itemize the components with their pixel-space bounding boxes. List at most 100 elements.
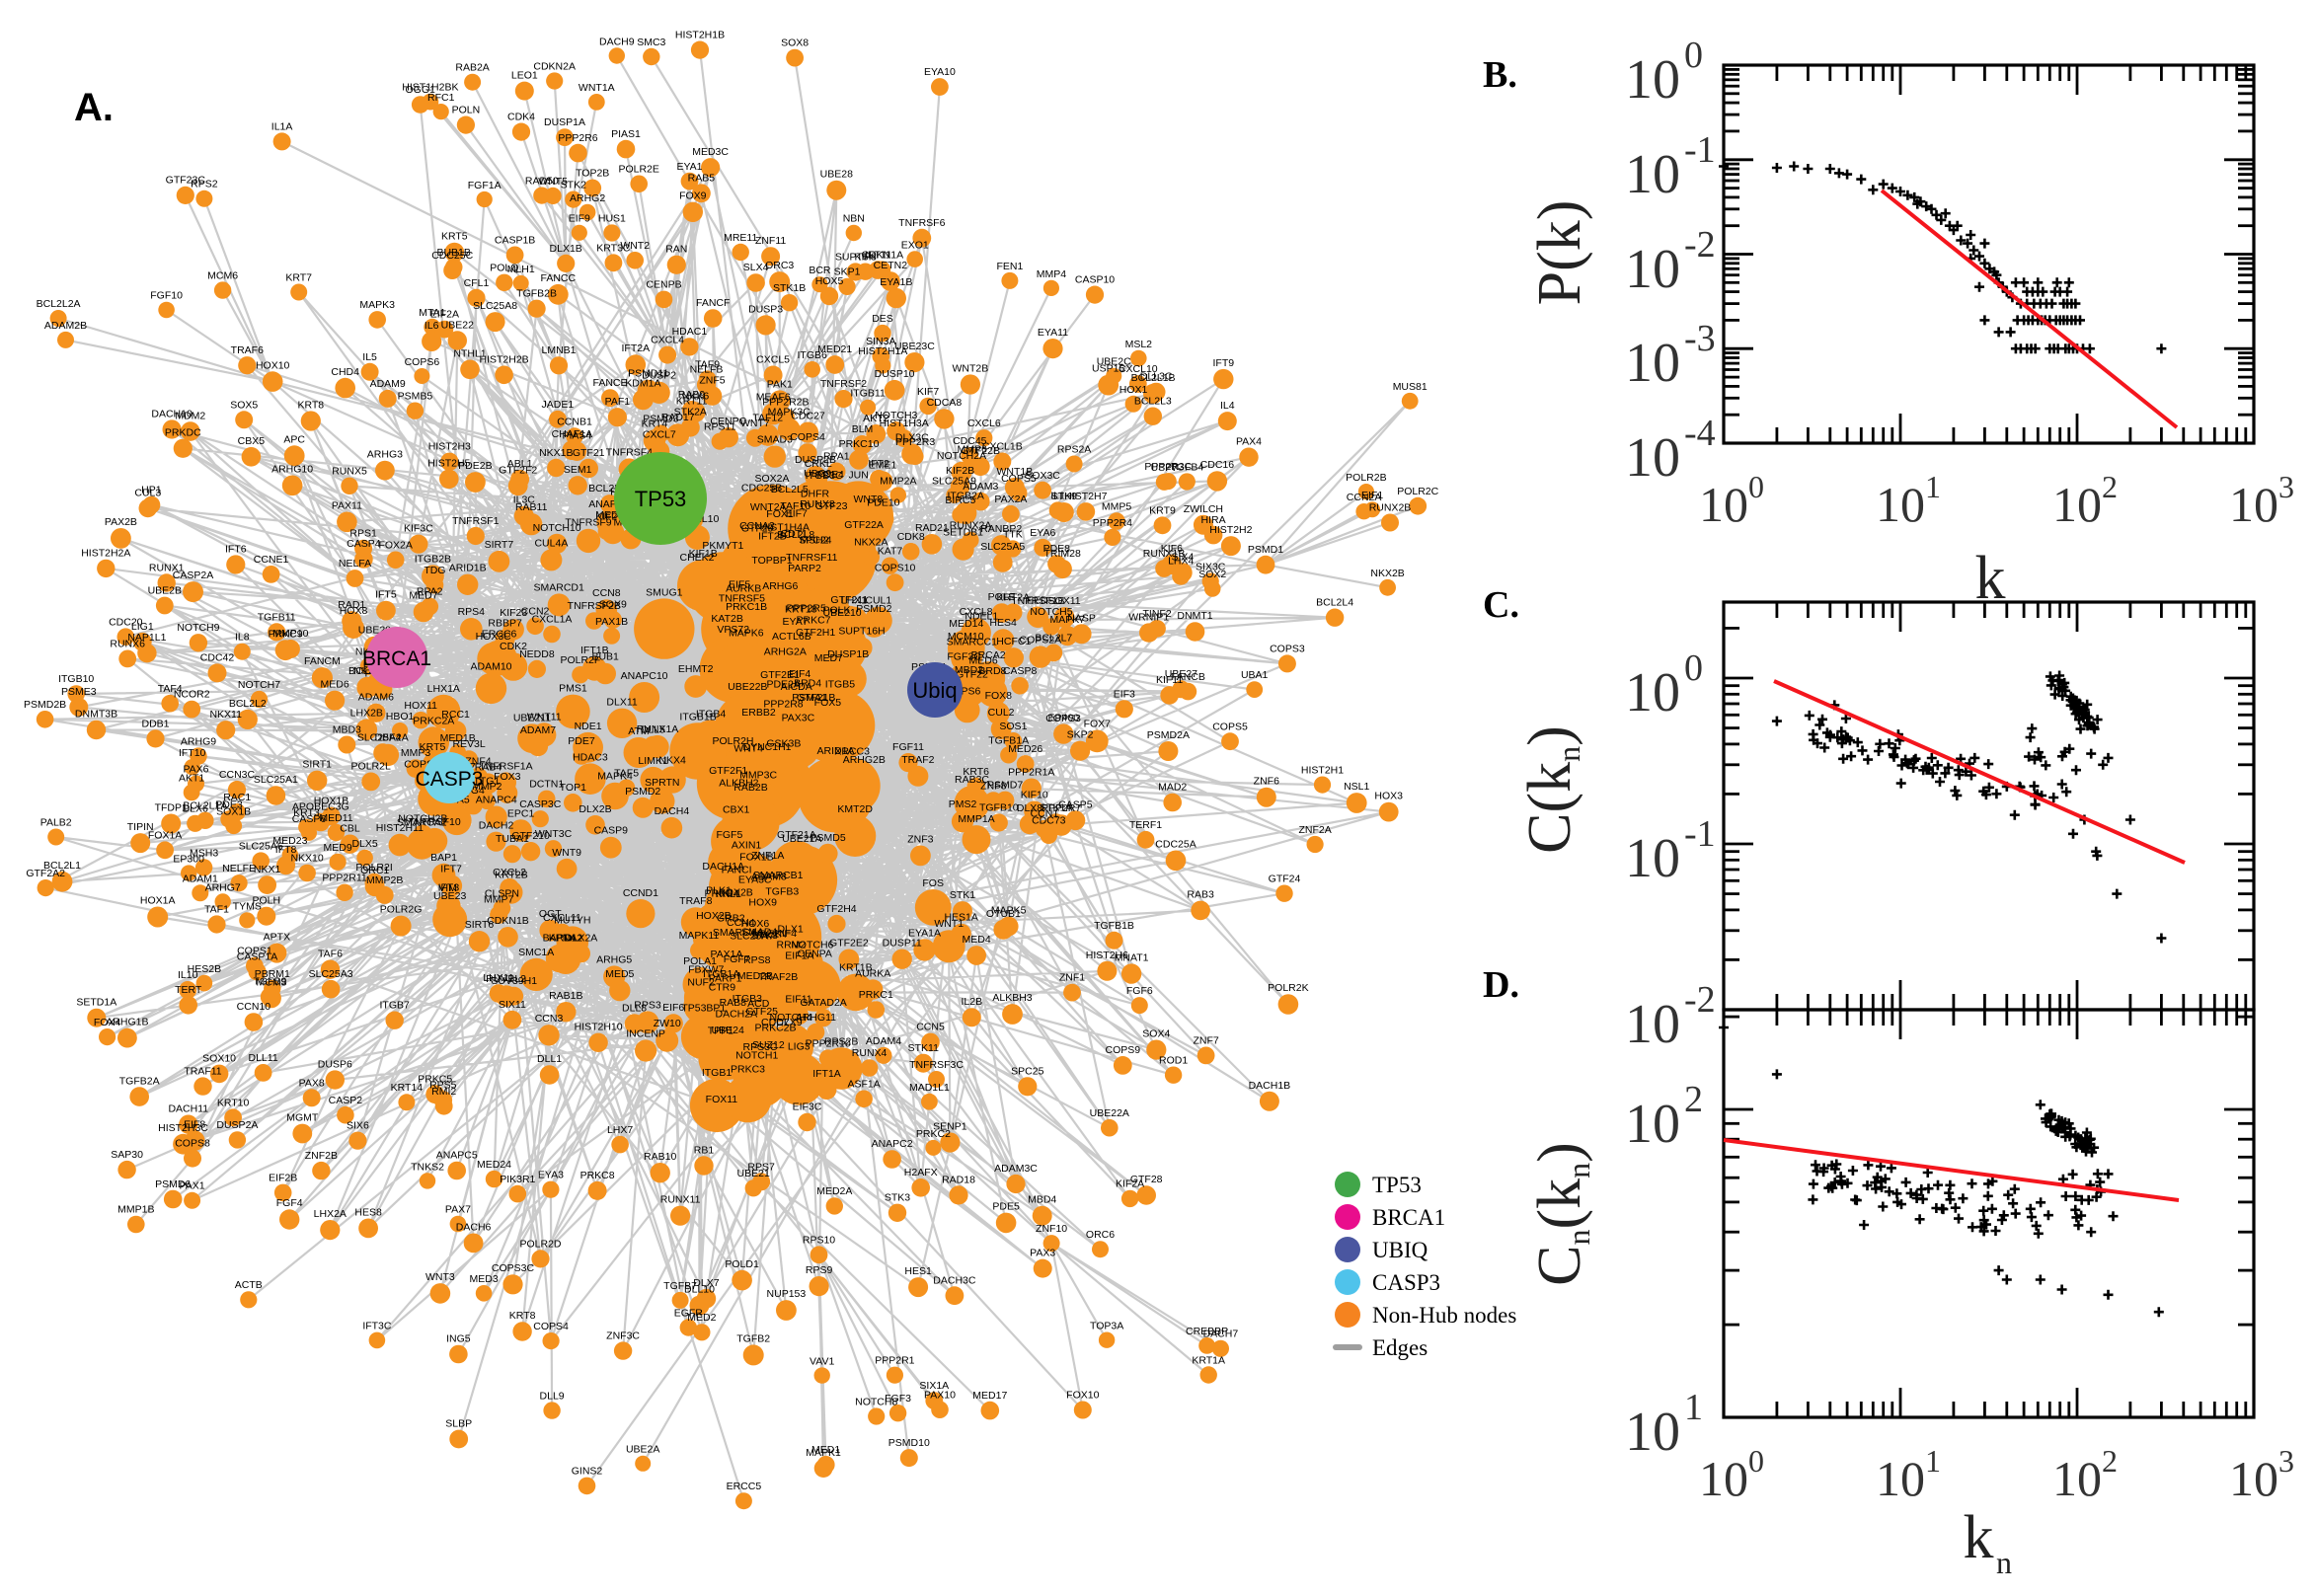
svg-text:SAP30: SAP30: [111, 1149, 143, 1161]
svg-text:CDC16: CDC16: [1200, 459, 1235, 471]
svg-text:DUSP2B: DUSP2B: [795, 454, 836, 466]
svg-text:ORC1: ORC1: [360, 865, 389, 876]
svg-text:POLA1: POLA1: [683, 955, 717, 967]
svg-text:GTF21B: GTF21B: [797, 692, 836, 704]
svg-text:HOX8: HOX8: [340, 605, 368, 617]
svg-text:CHEK2: CHEK2: [679, 552, 714, 564]
svg-text:EYA1B: EYA1B: [880, 276, 912, 288]
svg-text:UBE24: UBE24: [712, 1025, 744, 1036]
svg-text:CDCA8: CDCA8: [927, 397, 963, 409]
svg-text:SMARCA2: SMARCA2: [397, 817, 447, 829]
svg-text:EYA3: EYA3: [538, 1170, 564, 1181]
svg-text:UBE211: UBE211: [513, 713, 551, 724]
svg-text:POLR2E: POLR2E: [618, 164, 658, 176]
svg-text:IFT2A: IFT2A: [622, 342, 651, 354]
svg-text:HIST2H1A: HIST2H1A: [858, 345, 907, 357]
svg-text:TGFB2A: TGFB2A: [119, 1075, 160, 1087]
svg-text:FGF6: FGF6: [1126, 985, 1153, 997]
svg-text:ACTB: ACTB: [235, 1279, 263, 1291]
svg-text:RFC1: RFC1: [427, 92, 455, 104]
svg-text:GTF22A: GTF22A: [844, 519, 884, 531]
svg-text:ANAPC5: ANAPC5: [436, 1150, 478, 1162]
svg-text:TGFB4: TGFB4: [1170, 461, 1203, 473]
svg-text:RUNX8: RUNX8: [800, 498, 835, 510]
svg-text:LMNB1: LMNB1: [541, 344, 576, 356]
svg-text:IFT3C: IFT3C: [362, 1321, 392, 1332]
svg-text:KRT1A: KRT1A: [1192, 1354, 1225, 1366]
svg-text:MSL2: MSL2: [1125, 339, 1153, 350]
svg-text:CCN5: CCN5: [916, 1022, 945, 1033]
svg-text:ARHG7: ARHG7: [205, 881, 241, 893]
svg-text:CCN10: CCN10: [237, 1001, 271, 1013]
svg-text:MTA1: MTA1: [419, 307, 445, 319]
svg-text:MED2B: MED2B: [737, 970, 773, 982]
svg-text:KIF2: KIF2: [595, 511, 617, 523]
svg-text:NKX1: NKX1: [254, 864, 281, 875]
svg-text:DLL9: DLL9: [540, 1391, 565, 1403]
svg-text:COPS3: COPS3: [1270, 643, 1305, 654]
svg-text:CENPC: CENPC: [710, 416, 746, 427]
svg-text:ARHG10: ARHG10: [271, 464, 313, 476]
svg-text:GTF29: GTF29: [741, 523, 774, 535]
svg-text:HIST2H7: HIST2H7: [1064, 491, 1107, 502]
svg-text:UBE2N: UBE2N: [752, 929, 787, 941]
svg-text:BRCA1: BRCA1: [1372, 1205, 1445, 1230]
svg-text:SPC25: SPC25: [1011, 1065, 1043, 1077]
svg-text:CASP2A: CASP2A: [173, 570, 213, 581]
svg-text:SIRT7: SIRT7: [485, 539, 514, 551]
svg-text:NOTCH5: NOTCH5: [1030, 606, 1072, 618]
svg-text:TGFB1B: TGFB1B: [1094, 920, 1134, 932]
svg-text:MUS81: MUS81: [1393, 381, 1428, 393]
svg-text:SMC3: SMC3: [637, 37, 665, 48]
svg-text:GTF211: GTF211: [830, 594, 868, 606]
svg-text:CRKL: CRKL: [805, 458, 832, 470]
svg-text:KRT8: KRT8: [297, 399, 324, 411]
svg-text:ADAM3C: ADAM3C: [994, 1163, 1038, 1175]
svg-text:KRT3: KRT3: [293, 807, 320, 819]
svg-text:DUSP10: DUSP10: [875, 368, 915, 380]
svg-text:TRAF6: TRAF6: [231, 344, 264, 356]
svg-text:MAPK3: MAPK3: [359, 299, 395, 311]
svg-text:KIF8: KIF8: [855, 252, 877, 264]
svg-text:MED5: MED5: [605, 968, 634, 980]
svg-text:ITGB2B: ITGB2B: [415, 553, 451, 565]
svg-text:LIG1: LIG1: [131, 621, 154, 633]
svg-text:KRT5: KRT5: [420, 741, 446, 753]
svg-text:RPS5: RPS5: [429, 1079, 457, 1091]
svg-text:UBE210: UBE210: [823, 607, 862, 619]
svg-text:BCL2L5: BCL2L5: [771, 484, 809, 495]
svg-text:TNFRSF11: TNFRSF11: [786, 552, 837, 564]
svg-text:STK2: STK2: [561, 180, 586, 191]
svg-text:DYNC1H1: DYNC1H1: [742, 741, 791, 753]
svg-text:RPS11: RPS11: [704, 421, 736, 433]
svg-text:IFT7: IFT7: [440, 863, 462, 874]
svg-text:0: 0: [1748, 1443, 1764, 1479]
svg-text:PPP2R10: PPP2R10: [806, 1037, 851, 1049]
svg-text:DACH3C: DACH3C: [933, 1274, 976, 1286]
svg-text:STK1A: STK1A: [1040, 801, 1072, 813]
svg-text:TGFB10: TGFB10: [979, 801, 1019, 813]
svg-text:TFDP1: TFDP1: [155, 801, 188, 813]
svg-text:D.: D.: [1483, 964, 1519, 1006]
svg-text:MAPK3C: MAPK3C: [768, 407, 811, 418]
svg-text:KNL1: KNL1: [716, 888, 741, 900]
svg-text:KRT1B: KRT1B: [839, 962, 873, 974]
svg-text:PAX3C: PAX3C: [782, 713, 815, 724]
svg-text:NBN: NBN: [843, 213, 865, 225]
svg-text:HIST1H2BK: HIST1H2BK: [402, 82, 458, 94]
svg-text:DUSP1A: DUSP1A: [544, 116, 585, 128]
svg-text:TAF9: TAF9: [695, 358, 720, 370]
svg-text:RAB11: RAB11: [515, 501, 548, 513]
svg-text:DLL11: DLL11: [249, 1052, 278, 1064]
svg-text:PAX8: PAX8: [299, 1077, 325, 1089]
svg-text:EYA1A: EYA1A: [908, 927, 941, 939]
svg-text:KAT7: KAT7: [878, 546, 903, 558]
svg-text:MSH3: MSH3: [190, 847, 218, 859]
svg-text:SLC25A9: SLC25A9: [932, 475, 976, 487]
svg-text:2: 2: [1684, 1079, 1703, 1120]
svg-text:FOX10: FOX10: [1066, 1390, 1099, 1402]
svg-text:GTF2F1: GTF2F1: [709, 765, 747, 777]
svg-text:PSMA1: PSMA1: [792, 692, 827, 704]
svg-text:SMARCB1: SMARCB1: [753, 870, 804, 881]
svg-text:RAD17: RAD17: [661, 412, 695, 423]
